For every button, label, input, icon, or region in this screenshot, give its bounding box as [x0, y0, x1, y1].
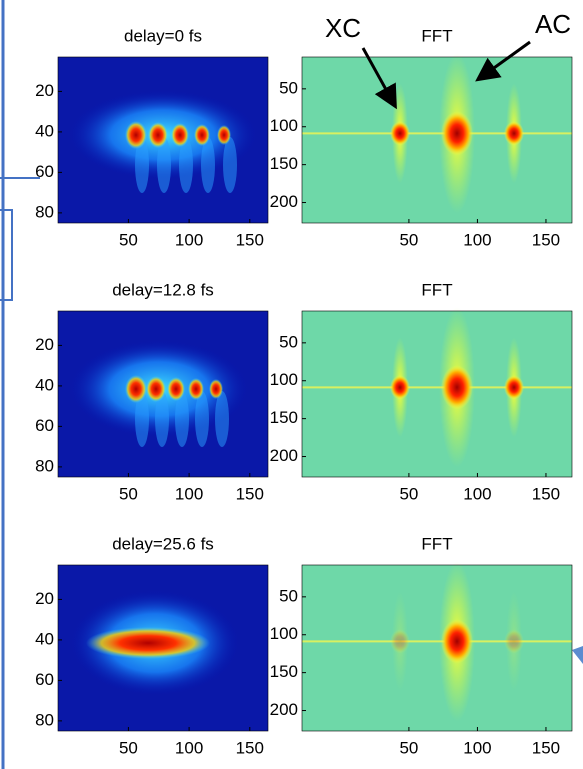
- fft-background: [302, 565, 572, 731]
- y-tick-label: 200: [270, 446, 298, 465]
- y-tick-label: 80: [35, 456, 54, 475]
- y-tick-label: 50: [279, 78, 298, 97]
- image-spot: [194, 124, 210, 147]
- y-tick-label: 150: [270, 662, 298, 681]
- y-tick-label: 60: [35, 670, 54, 689]
- image-spot: [146, 376, 166, 403]
- y-tick-label: 80: [35, 710, 54, 729]
- y-tick-label: 60: [35, 416, 54, 435]
- x-tick-label: 150: [236, 484, 264, 503]
- axes-frame: [301, 564, 573, 732]
- panel-title: FFT: [421, 534, 452, 553]
- image-fringe: [157, 137, 171, 194]
- x-tick-label: 150: [532, 230, 560, 249]
- y-tick-label: 200: [270, 700, 298, 719]
- y-tick-label: 150: [270, 408, 298, 427]
- image-fringe: [175, 391, 189, 448]
- y-tick-label: 50: [279, 586, 298, 605]
- image-spot: [148, 122, 168, 149]
- image-fringe: [179, 137, 193, 194]
- fft-spot: [390, 375, 410, 400]
- x-tick-label: 150: [236, 738, 264, 757]
- axes-frame: [57, 56, 269, 224]
- x-tick-label: 50: [119, 230, 138, 249]
- panel-title: FFT: [421, 280, 452, 299]
- image-fringe: [135, 137, 149, 194]
- y-tick-label: 150: [270, 154, 298, 173]
- image-fringe: [155, 391, 169, 448]
- y-tick-label: 50: [279, 332, 298, 351]
- y-tick-label: 40: [35, 629, 54, 648]
- arrow: [475, 40, 531, 82]
- fft-spot: [441, 619, 473, 664]
- fft-spot: [441, 365, 473, 410]
- fft-background: [302, 57, 572, 223]
- fft-spot: [504, 375, 524, 400]
- x-tick-label: 100: [175, 230, 203, 249]
- slide-marker: [572, 646, 583, 664]
- panel-title: delay=25.6 fs: [112, 534, 214, 553]
- image-spot: [171, 123, 189, 148]
- axes-frame: [301, 310, 573, 478]
- axes-frame: [57, 564, 269, 732]
- image-spot: [125, 121, 147, 150]
- panels: delay=0 fs 50 100 150 20 40 60 80 FFT 50 100 150 50 1…: [35, 26, 573, 757]
- y-tick-label: 40: [35, 375, 54, 394]
- x-tick-label: 100: [175, 484, 203, 503]
- image-fringe: [135, 391, 149, 448]
- image-fringe: [223, 137, 237, 194]
- image-spot: [188, 378, 204, 401]
- x-tick-label: 50: [119, 738, 138, 757]
- x-tick-label: 50: [399, 484, 418, 503]
- fft-background: [302, 311, 572, 477]
- y-tick-label: 20: [35, 335, 54, 354]
- x-tick-label: 100: [463, 484, 491, 503]
- y-tick-label: 100: [270, 370, 298, 389]
- annotation: AC: [535, 9, 571, 39]
- fft-spot: [504, 629, 524, 654]
- image-fringe: [195, 391, 209, 448]
- image-fringe: [201, 137, 215, 194]
- y-tick-label: 20: [35, 589, 54, 608]
- x-tick-label: 50: [399, 230, 418, 249]
- axes-frame: [301, 56, 573, 224]
- image-spot: [209, 379, 223, 400]
- image-spot: [167, 377, 185, 402]
- y-tick-label: 200: [270, 192, 298, 211]
- x-tick-label: 50: [399, 738, 418, 757]
- panel-title: delay=0 fs: [124, 26, 202, 45]
- y-tick-label: 40: [35, 121, 54, 140]
- x-tick-label: 100: [463, 738, 491, 757]
- axes-frame: [57, 310, 269, 478]
- x-tick-label: 100: [175, 738, 203, 757]
- fft-spot: [390, 121, 410, 146]
- image-spot: [86, 627, 210, 660]
- y-tick-label: 80: [35, 202, 54, 221]
- arrow: [361, 47, 397, 110]
- annotation: XC: [325, 13, 361, 43]
- slide-edge: [0, 209, 13, 301]
- y-tick-label: 100: [270, 116, 298, 135]
- panel-title: FFT: [421, 26, 452, 45]
- image-spot: [125, 375, 147, 404]
- y-tick-label: 60: [35, 162, 54, 181]
- fft-spot: [441, 111, 473, 156]
- y-tick-label: 20: [35, 81, 54, 100]
- fft-spot: [390, 629, 410, 654]
- x-tick-label: 100: [463, 230, 491, 249]
- image-spot: [217, 125, 231, 146]
- x-tick-label: 150: [236, 230, 264, 249]
- x-tick-label: 150: [532, 484, 560, 503]
- fft-spot: [504, 121, 524, 146]
- panel-title: delay=12.8 fs: [112, 280, 214, 299]
- x-tick-label: 150: [532, 738, 560, 757]
- y-tick-label: 100: [270, 624, 298, 643]
- image-fringe: [215, 391, 229, 448]
- x-tick-label: 50: [119, 484, 138, 503]
